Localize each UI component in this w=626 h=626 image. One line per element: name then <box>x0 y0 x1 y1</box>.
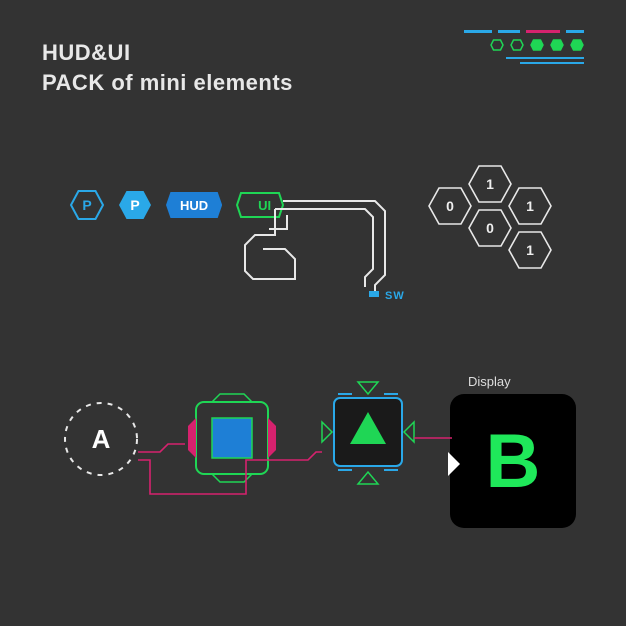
binary-hex: 0 <box>428 187 472 225</box>
module-square <box>182 388 282 488</box>
hex-badge-outline: P <box>70 190 104 220</box>
binary-hex: 0 <box>468 209 512 247</box>
hex-badge-outline-label: P <box>82 197 91 213</box>
decor-bar <box>526 30 560 33</box>
top-right-decor <box>464 30 584 64</box>
hex-badge-filled: P <box>118 190 152 220</box>
decor-bar <box>498 30 520 33</box>
decor-bar <box>464 30 492 33</box>
binary-hex: 1 <box>508 187 552 225</box>
title-block: HUD&UI PACK of mini elements <box>42 38 293 97</box>
display-panel: Display B <box>450 378 576 528</box>
decor-hex-icon <box>570 39 584 51</box>
title-line-1: HUD&UI <box>42 38 293 68</box>
binary-hex: 1 <box>468 165 512 203</box>
decor-hex-icon <box>490 39 504 51</box>
decor-line <box>506 57 584 59</box>
sw-label: SW <box>385 290 405 302</box>
decor-bar <box>566 30 584 33</box>
decor-line <box>520 62 584 64</box>
decor-hex-icon <box>510 39 524 51</box>
module-triangle <box>318 378 418 488</box>
display-notch-icon <box>448 452 460 476</box>
display-letter: B <box>486 418 541 505</box>
display-body: B <box>450 394 576 528</box>
pill-badge-filled: HUD <box>166 192 222 218</box>
pill-badge-filled-label: HUD <box>180 198 208 213</box>
decor-hex-icon <box>530 39 544 51</box>
title-line-2: PACK of mini elements <box>42 68 293 98</box>
circle-a-label: A <box>92 424 111 455</box>
display-label: Display <box>468 374 511 389</box>
circuit-path <box>225 195 425 305</box>
binary-hex: 1 <box>508 231 552 269</box>
circle-a: A <box>62 400 140 478</box>
decor-hex-icon <box>550 39 564 51</box>
hex-badge-filled-label: P <box>130 197 139 213</box>
